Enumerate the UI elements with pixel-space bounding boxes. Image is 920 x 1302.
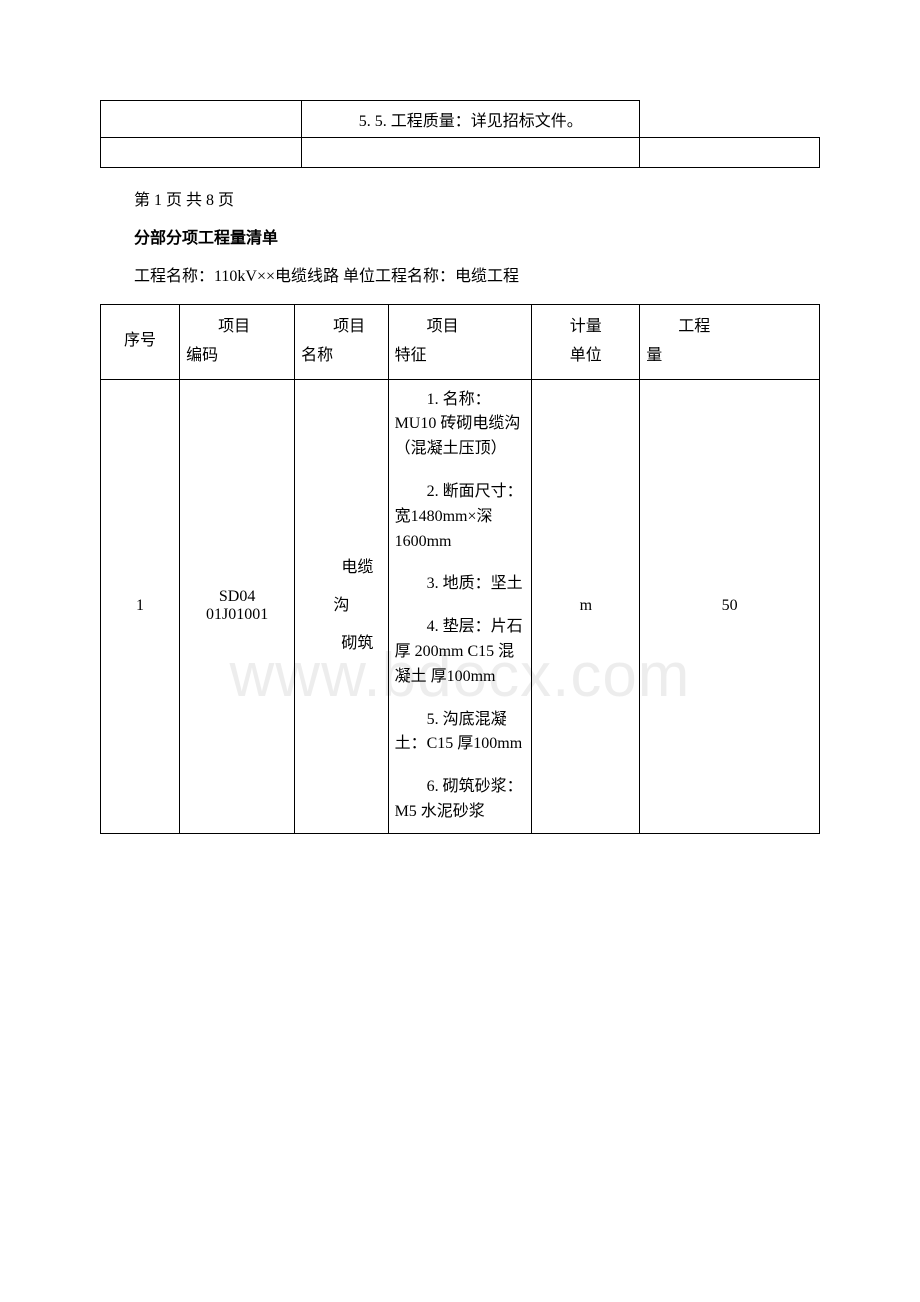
- boq-table: 序号 项目 编码 项目 名称 项目 特征 计量 单位 工程 量: [100, 304, 820, 834]
- top-cell-2: 5. 5. 工程质量：详见招标文件。: [302, 101, 640, 138]
- table-row: 1 SD04 01J01001 电缆 沟 砌筑 1. 名称：MU10 砖砌电缆沟…: [101, 379, 820, 833]
- section-title: 分部分项工程量清单: [134, 224, 820, 248]
- feature-item: 1. 名称：MU10 砖砌电缆沟（混凝土压顶）: [395, 388, 526, 462]
- top-summary-table: 5. 5. 工程质量：详见招标文件。: [100, 100, 820, 168]
- col-header-unit: 计量 单位: [532, 305, 640, 380]
- empty-cell: [640, 138, 820, 168]
- top-cell-1: [101, 101, 302, 138]
- cell-unit: m: [532, 379, 640, 833]
- feature-item: 5. 沟底混凝土：C15 厚100mm: [395, 708, 526, 758]
- page-indicator: 第 1 页 共 8 页: [134, 186, 820, 210]
- col-header-seq: 序号: [101, 305, 180, 380]
- col-header-name: 项目 名称: [295, 305, 388, 380]
- cell-feature: 1. 名称：MU10 砖砌电缆沟（混凝土压顶） 2. 断面尺寸：宽1480mm×…: [388, 379, 532, 833]
- feature-item: 4. 垫层：片石厚 200mm C15 混凝土 厚100mm: [395, 615, 526, 689]
- feature-item: 6. 砌筑砂浆：M5 水泥砂浆: [395, 775, 526, 825]
- col-header-feature: 项目 特征: [388, 305, 532, 380]
- table-row: [101, 138, 820, 168]
- header-row: 序号 项目 编码 项目 名称 项目 特征 计量 单位 工程 量: [101, 305, 820, 380]
- cell-seq: 1: [101, 379, 180, 833]
- table-row: 5. 5. 工程质量：详见招标文件。: [101, 101, 820, 138]
- cell-qty: 50: [640, 379, 820, 833]
- col-header-qty: 工程 量: [640, 305, 820, 380]
- empty-cell: [302, 138, 640, 168]
- col-header-code: 项目 编码: [180, 305, 295, 380]
- feature-item: 3. 地质：坚土: [395, 572, 526, 597]
- cell-code: SD04 01J01001: [180, 379, 295, 833]
- page-content: 5. 5. 工程质量：详见招标文件。 第 1 页 共 8 页 分部分项工程量清单…: [0, 0, 920, 914]
- cell-name: 电缆 沟 砌筑: [295, 379, 388, 833]
- project-name-line: 工程名称：110kV××电缆线路 单位工程名称：电缆工程: [134, 262, 820, 286]
- feature-item: 2. 断面尺寸：宽1480mm×深1600mm: [395, 480, 526, 554]
- empty-cell: [101, 138, 302, 168]
